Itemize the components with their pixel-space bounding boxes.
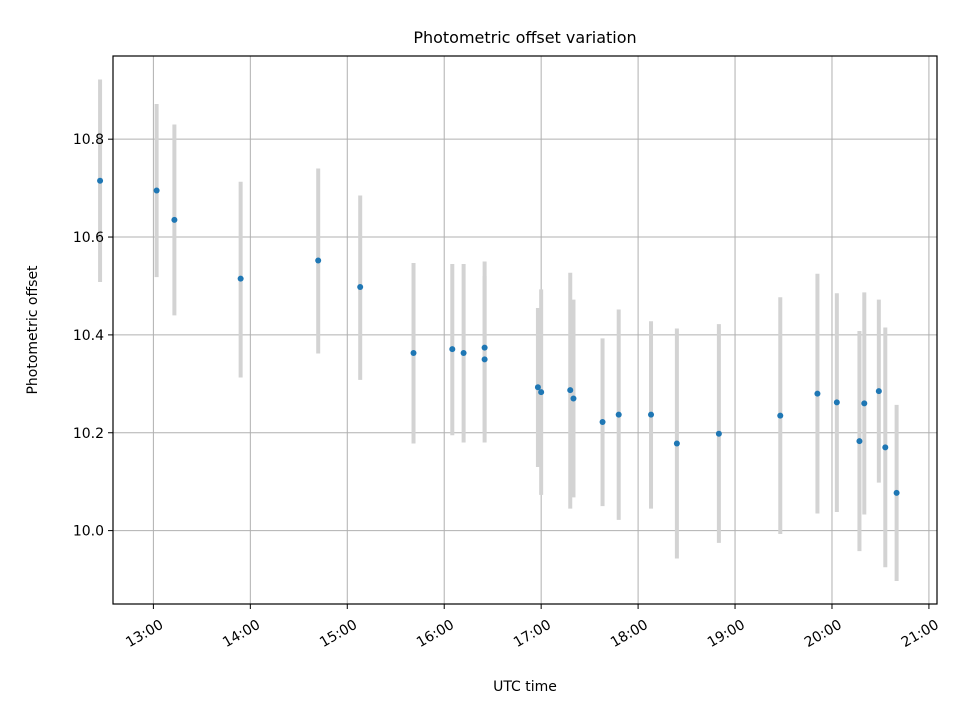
data-point-12 (538, 389, 545, 396)
data-point-11 (534, 384, 541, 391)
data-point-21 (814, 390, 821, 397)
data-point-5 (357, 283, 364, 290)
data-point-0 (97, 177, 104, 184)
x-axis-label: UTC time (493, 679, 557, 695)
data-point-7 (449, 346, 456, 353)
grid (113, 56, 937, 604)
data-point-2 (171, 216, 178, 223)
data-point-1 (153, 187, 160, 194)
y-tick-label: 10.8 (73, 132, 104, 148)
data-point-22 (833, 399, 840, 406)
data-point-3 (237, 275, 244, 282)
y-tick-label: 10.4 (73, 328, 104, 344)
data-point-17 (648, 411, 655, 418)
data-point-18 (673, 440, 680, 447)
data-point-23 (856, 438, 863, 445)
data-point-20 (777, 412, 784, 419)
data-point-25 (875, 388, 882, 395)
data-points (97, 177, 900, 496)
data-point-16 (615, 411, 622, 418)
data-point-8 (460, 349, 467, 356)
data-point-19 (715, 430, 722, 437)
data-point-6 (410, 349, 417, 356)
plot-area-frame (112, 55, 938, 605)
data-point-14 (570, 395, 577, 402)
y-axis-label: Photometric offset (25, 265, 41, 395)
data-point-15 (599, 418, 606, 425)
chart-title: Photometric offset variation (413, 28, 636, 47)
data-point-4 (315, 257, 322, 264)
y-tick-label: 10.2 (73, 426, 104, 442)
y-tick-label: 10.6 (73, 230, 104, 246)
data-point-24 (861, 400, 868, 407)
data-point-27 (893, 489, 900, 496)
data-point-9 (481, 344, 488, 351)
data-point-13 (567, 387, 574, 394)
data-point-10 (481, 356, 488, 363)
data-point-26 (882, 444, 889, 451)
y-tick-label: 10.0 (73, 524, 104, 540)
